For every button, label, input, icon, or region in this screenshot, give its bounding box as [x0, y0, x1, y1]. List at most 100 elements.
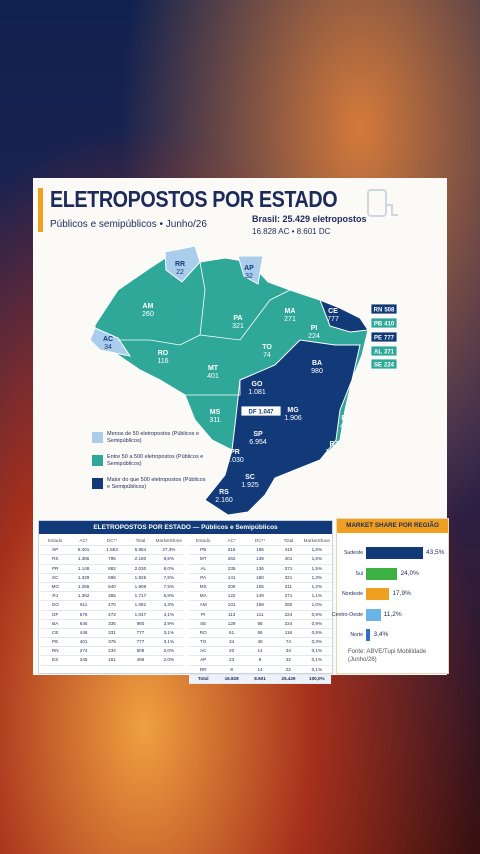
table-cell: 2,0% [163, 657, 175, 663]
table-cell: 20 [229, 648, 235, 654]
table-cell: BA [52, 620, 59, 626]
table-cell: 2.160 [134, 556, 147, 562]
table-cell: 4,1% [163, 611, 175, 617]
table-cell: 61 [229, 629, 235, 635]
table-cell: 321 [284, 574, 293, 580]
table-cell: 235 [227, 565, 236, 571]
table-cell: 224 [284, 611, 293, 617]
table-cell: 262 [227, 556, 236, 562]
table-row: PE 401 376 777 3,1% [41, 638, 183, 648]
table-cell: 1,6% [311, 547, 323, 553]
table-cell: AC* [79, 538, 88, 543]
table-cell: 215 [227, 547, 236, 553]
state-table: ELETROPOSTOS POR ESTADO — Públicos e Sem… [38, 520, 333, 684]
table-cell: PE [52, 639, 59, 645]
table-row: PR 1.148 882 2.030 8,0% [41, 565, 183, 574]
table-cell: 141 [227, 574, 236, 580]
table-row: PB 215 195 410 1,6% [189, 546, 331, 556]
accent-bar [38, 188, 43, 232]
table-cell: 6.954 [134, 547, 147, 553]
share-label: 17,9% [392, 590, 411, 597]
table-cell: Total [135, 538, 146, 543]
table-row: AC 20 14 34 0,1% [189, 647, 331, 657]
table-cell: 0,1% [311, 666, 323, 672]
total: Brasil: 25.429 eletropostos [252, 214, 367, 224]
table-cell: 1.553 [106, 547, 118, 553]
table-cell: 136 [256, 565, 264, 571]
share-label: 43,5% [425, 549, 445, 556]
table-cell: PB [200, 547, 207, 553]
table-cell: 74 [285, 639, 291, 645]
table-cell: PA [200, 574, 207, 580]
table-row: BA 645 335 980 3,9% [41, 620, 183, 629]
region-name: Centro-Oeste [331, 611, 363, 618]
table-cell: 40 [257, 639, 263, 645]
table-cell: 882 [108, 565, 116, 571]
table-cell: 105 [256, 583, 264, 589]
region-name: Sudeste [343, 550, 363, 556]
share-label: 11,2% [383, 610, 402, 618]
table-cell: 777 [136, 639, 145, 645]
table-cell: 0,9% [311, 611, 323, 617]
table-cell: 1,2% [311, 583, 323, 589]
table-cell: 1,6% [311, 556, 323, 562]
table-cell: Total [283, 538, 294, 543]
table-cell: 1,5% [311, 565, 323, 571]
market-share-title: MARKET SHARE POR REGIÃO [337, 519, 448, 533]
table-cell: 777 [136, 629, 145, 635]
table-cell: 795 [108, 556, 116, 562]
table-cell: 129 [227, 620, 236, 626]
table-cell: MarketShare [303, 538, 330, 543]
table-cell: 159 [256, 602, 264, 608]
table-cell: MS [199, 583, 207, 589]
table-cell: 1.047 [134, 611, 147, 617]
table-cell: 335 [108, 620, 116, 626]
table-cell: 575 [79, 611, 88, 617]
table-cell: 16.828 [224, 675, 239, 681]
table-cell: GO [51, 602, 59, 608]
table-cell: 980 [136, 620, 145, 626]
table-row: RJ 1.352 365 1.717 6,8% [41, 592, 183, 602]
table-cell: MT [199, 556, 207, 562]
table-cell: RJ [52, 593, 59, 599]
table-row: AL 235 136 371 1,5% [189, 565, 331, 574]
table-cell: 8 [230, 666, 233, 672]
table-row: TO 34 40 74 0,3% [189, 638, 331, 648]
region-name: Sul [355, 570, 364, 577]
table-cell: 4,3% [163, 602, 175, 608]
table-row: SC 1.329 596 1.925 7,6% [41, 574, 183, 583]
table-cell: 195 [256, 547, 264, 553]
table-cell: 1.266 [77, 583, 90, 589]
table-row: AM 101 159 260 1,0% [189, 601, 331, 611]
table-cell: 331 [108, 629, 116, 635]
table-cell: 101 [227, 602, 236, 608]
table-row: DF 575 472 1.047 4,1% [41, 611, 183, 620]
table-row: MA 122 149 271 1,1% [189, 592, 331, 602]
table-cell: 6,8% [163, 593, 175, 599]
table-cell: 234 [108, 648, 116, 654]
table-row: RO 61 55 116 0,5% [189, 629, 331, 639]
table-cell: MA [199, 593, 207, 599]
table-cell: 139 [256, 556, 264, 562]
table-row: SE 129 95 224 0,9% [189, 620, 331, 629]
table-cell: CE [52, 629, 59, 635]
table-cell: 365 [108, 593, 116, 599]
table-cell: 496 [136, 657, 145, 663]
table-half: Estado AC* DC** Total MarketShare PB 215 195 410… [189, 537, 331, 684]
table-cell: PR [52, 565, 59, 571]
table-cell: 14 [257, 666, 263, 672]
table-cell: AC [200, 648, 207, 654]
table-cell: 206 [227, 583, 236, 589]
table-cell: 122 [227, 593, 236, 599]
table-title: ELETROPOSTOS POR ESTADO — Públicos e Sem… [39, 521, 332, 534]
table-cell: Total [197, 675, 209, 681]
table-cell: 14 [257, 648, 263, 654]
table-cell: 5.401 [77, 547, 90, 553]
table-cell: 25.429 [281, 675, 296, 681]
table-row: SP 5.401 1.553 6.954 27,3% [41, 546, 183, 556]
table-cell: 95 [257, 620, 263, 626]
table-cell: 1.148 [77, 565, 90, 571]
table-cell: 7,5% [163, 583, 175, 589]
table-cell: 274 [79, 648, 88, 654]
